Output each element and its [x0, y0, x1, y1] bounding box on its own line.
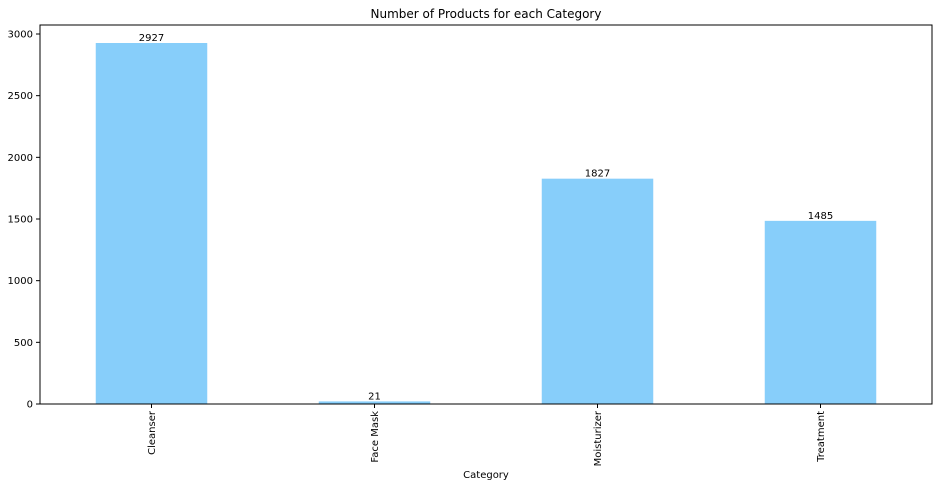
data-labels-group: 2927 21 1827 1485 [139, 33, 833, 402]
plot-frame [39, 24, 933, 405]
x-tick-label: Face Mask [370, 411, 381, 463]
bar-moisturizer [541, 178, 654, 404]
bars-group [95, 43, 877, 405]
data-label-cleanser: 2927 [139, 33, 164, 44]
x-axis-label: Category [463, 470, 509, 481]
x-tick-label: Moisturizer [593, 410, 604, 466]
y-tick-label: 2500 [8, 91, 33, 102]
y-tick-label: 1500 [8, 215, 33, 226]
y-axis: 0 500 1000 1500 2000 2500 3000 [8, 30, 40, 411]
y-tick-label: 2000 [8, 153, 33, 164]
y-tick-label: 3000 [8, 30, 33, 41]
x-tick-label: Treatment [816, 411, 827, 463]
bar-face-mask [318, 401, 431, 404]
y-tick-label: 1000 [8, 276, 33, 287]
bar-cleanser [95, 43, 208, 405]
bar-treatment [764, 220, 877, 404]
x-tick-label: Cleanser [147, 410, 158, 455]
data-label-moisturizer: 1827 [585, 169, 610, 180]
y-tick-label: 500 [14, 338, 33, 349]
data-label-treatment: 1485 [808, 211, 833, 222]
y-tick-label: 0 [27, 400, 33, 411]
chart-title: Number of Products for each Category [371, 7, 602, 21]
data-label-face-mask: 21 [368, 391, 381, 402]
x-axis: Cleanser Face Mask Moisturizer Treatment [147, 404, 827, 466]
